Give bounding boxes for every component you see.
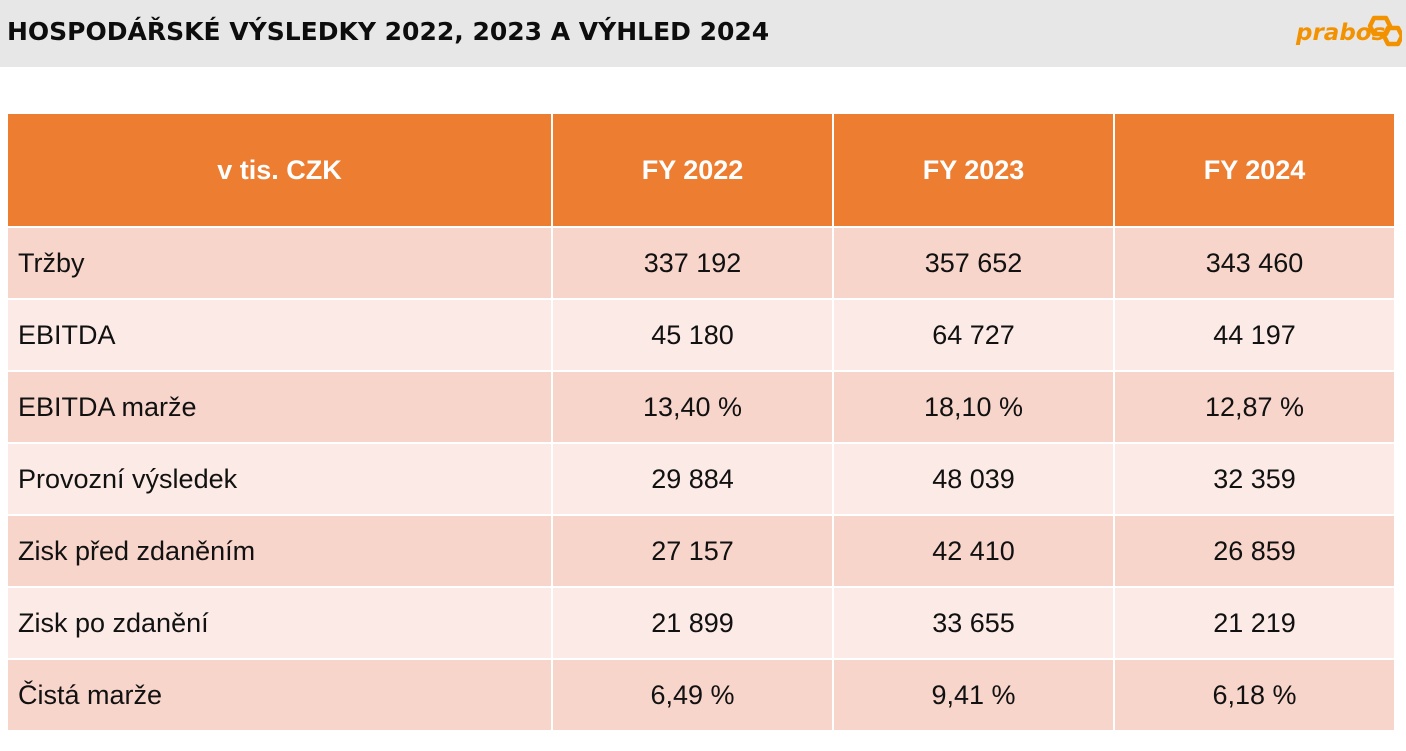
table-cell: 357 652	[832, 226, 1115, 300]
table-row: Provozní výsledek 29 884 48 039 32 359	[6, 442, 1396, 516]
row-label: Čistá marže	[6, 658, 553, 732]
table-cell: 337 192	[551, 226, 834, 300]
column-header: v tis. CZK	[6, 114, 553, 228]
table-cell: 45 180	[551, 298, 834, 372]
row-label: EBITDA marže	[6, 370, 553, 444]
table-cell: 21 219	[1113, 586, 1396, 660]
table-cell: 27 157	[551, 514, 834, 588]
table-cell: 6,18 %	[1113, 658, 1396, 732]
prabos-logo: prabos	[1294, 12, 1402, 58]
row-label: Provozní výsledek	[6, 442, 553, 516]
table-cell: 29 884	[551, 442, 834, 516]
row-label: Tržby	[6, 226, 553, 300]
table-cell: 64 727	[832, 298, 1115, 372]
table-cell: 12,87 %	[1113, 370, 1396, 444]
table-cell: 33 655	[832, 586, 1115, 660]
table-cell: 343 460	[1113, 226, 1396, 300]
logo-wordmark: prabos	[1295, 20, 1385, 46]
column-header: FY 2024	[1113, 114, 1396, 228]
column-header: FY 2023	[832, 114, 1115, 228]
row-label: Zisk po zdanění	[6, 586, 553, 660]
table-cell: 32 359	[1113, 442, 1396, 516]
table-row: Tržby 337 192 357 652 343 460	[6, 226, 1396, 300]
table-row: EBITDA marže 13,40 % 18,10 % 12,87 %	[6, 370, 1396, 444]
table-row: Zisk před zdaněním 27 157 42 410 26 859	[6, 514, 1396, 588]
table-cell: 18,10 %	[832, 370, 1115, 444]
table-row: Čistá marže 6,49 % 9,41 % 6,18 %	[6, 658, 1396, 732]
column-header: FY 2022	[551, 114, 834, 228]
table-cell: 6,49 %	[551, 658, 834, 732]
table-cell: 42 410	[832, 514, 1115, 588]
row-label: Zisk před zdaněním	[6, 514, 553, 588]
header-bar: HOSPODÁŘSKÉ VÝSLEDKY 2022, 2023 A VÝHLED…	[0, 0, 1406, 67]
page-title: HOSPODÁŘSKÉ VÝSLEDKY 2022, 2023 A VÝHLED…	[7, 17, 770, 46]
table-cell: 48 039	[832, 442, 1115, 516]
row-label: EBITDA	[6, 298, 553, 372]
table-cell: 13,40 %	[551, 370, 834, 444]
table-cell: 26 859	[1113, 514, 1396, 588]
table-row: Zisk po zdanění 21 899 33 655 21 219	[6, 586, 1396, 660]
table-header-row: v tis. CZK FY 2022 FY 2023 FY 2024	[6, 114, 1396, 228]
table-cell: 44 197	[1113, 298, 1396, 372]
table-cell: 21 899	[551, 586, 834, 660]
table-row: EBITDA 45 180 64 727 44 197	[6, 298, 1396, 372]
results-table: v tis. CZK FY 2022 FY 2023 FY 2024 Tržby…	[6, 114, 1396, 732]
table-cell: 9,41 %	[832, 658, 1115, 732]
results-table-container: v tis. CZK FY 2022 FY 2023 FY 2024 Tržby…	[6, 114, 1396, 732]
